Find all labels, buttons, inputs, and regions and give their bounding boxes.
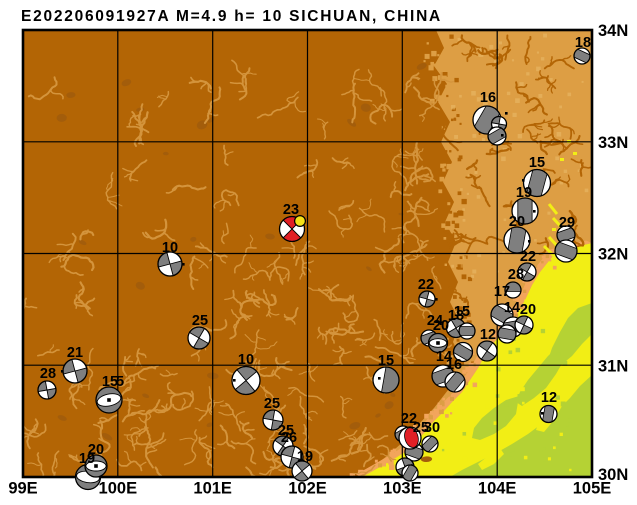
svg-text:99E: 99E [8,480,37,498]
svg-text:31N: 31N [598,357,628,375]
svg-text:25: 25 [264,396,280,412]
svg-text:15: 15 [102,374,118,390]
svg-text:101E: 101E [193,480,232,498]
svg-text:15: 15 [378,353,394,369]
svg-text:19: 19 [516,185,532,201]
svg-text:20: 20 [433,318,449,334]
svg-text:16: 16 [446,357,462,373]
svg-text:24: 24 [427,313,443,329]
svg-text:22: 22 [520,249,536,265]
svg-text:28: 28 [508,267,524,283]
svg-text:102E: 102E [288,480,327,498]
svg-text:100E: 100E [99,480,138,498]
svg-text:105E: 105E [573,480,612,498]
svg-text:12: 12 [480,327,496,343]
svg-text:32N: 32N [598,246,628,264]
svg-text:30: 30 [424,420,440,436]
svg-text:33N: 33N [598,134,628,152]
svg-text:22: 22 [418,277,434,293]
svg-text:23: 23 [283,202,299,218]
svg-text:20: 20 [88,442,104,458]
svg-text:17: 17 [494,284,510,300]
svg-text:103E: 103E [383,480,422,498]
svg-text:15: 15 [529,155,545,171]
svg-text:10: 10 [162,240,178,256]
svg-text:104E: 104E [478,480,517,498]
svg-text:21: 21 [67,345,83,361]
svg-text:34N: 34N [598,22,628,40]
svg-text:30N: 30N [598,466,628,484]
svg-text:25: 25 [192,313,208,329]
svg-text:5: 5 [116,374,124,390]
svg-text:14: 14 [504,300,520,316]
svg-text:29: 29 [559,215,575,231]
svg-text:22: 22 [401,411,417,427]
svg-text:25: 25 [278,423,294,439]
svg-text:19: 19 [79,451,95,467]
svg-text:18: 18 [448,308,464,324]
svg-text:10: 10 [238,352,254,368]
svg-text:E202206091927A M=4.9 h= 10: E202206091927A M=4.9 h= 10 SICHUAN, CHIN… [21,8,442,25]
svg-text:28: 28 [40,366,56,382]
svg-text:19: 19 [297,449,313,465]
svg-text:20: 20 [509,214,525,230]
svg-text:18: 18 [575,35,591,51]
svg-text:15: 15 [454,304,470,320]
svg-text:12: 12 [541,390,557,406]
svg-text:26: 26 [281,430,297,446]
svg-text:16: 16 [480,90,496,106]
svg-text:20: 20 [520,302,536,318]
svg-text:25: 25 [413,420,429,436]
svg-text:14: 14 [436,349,452,365]
